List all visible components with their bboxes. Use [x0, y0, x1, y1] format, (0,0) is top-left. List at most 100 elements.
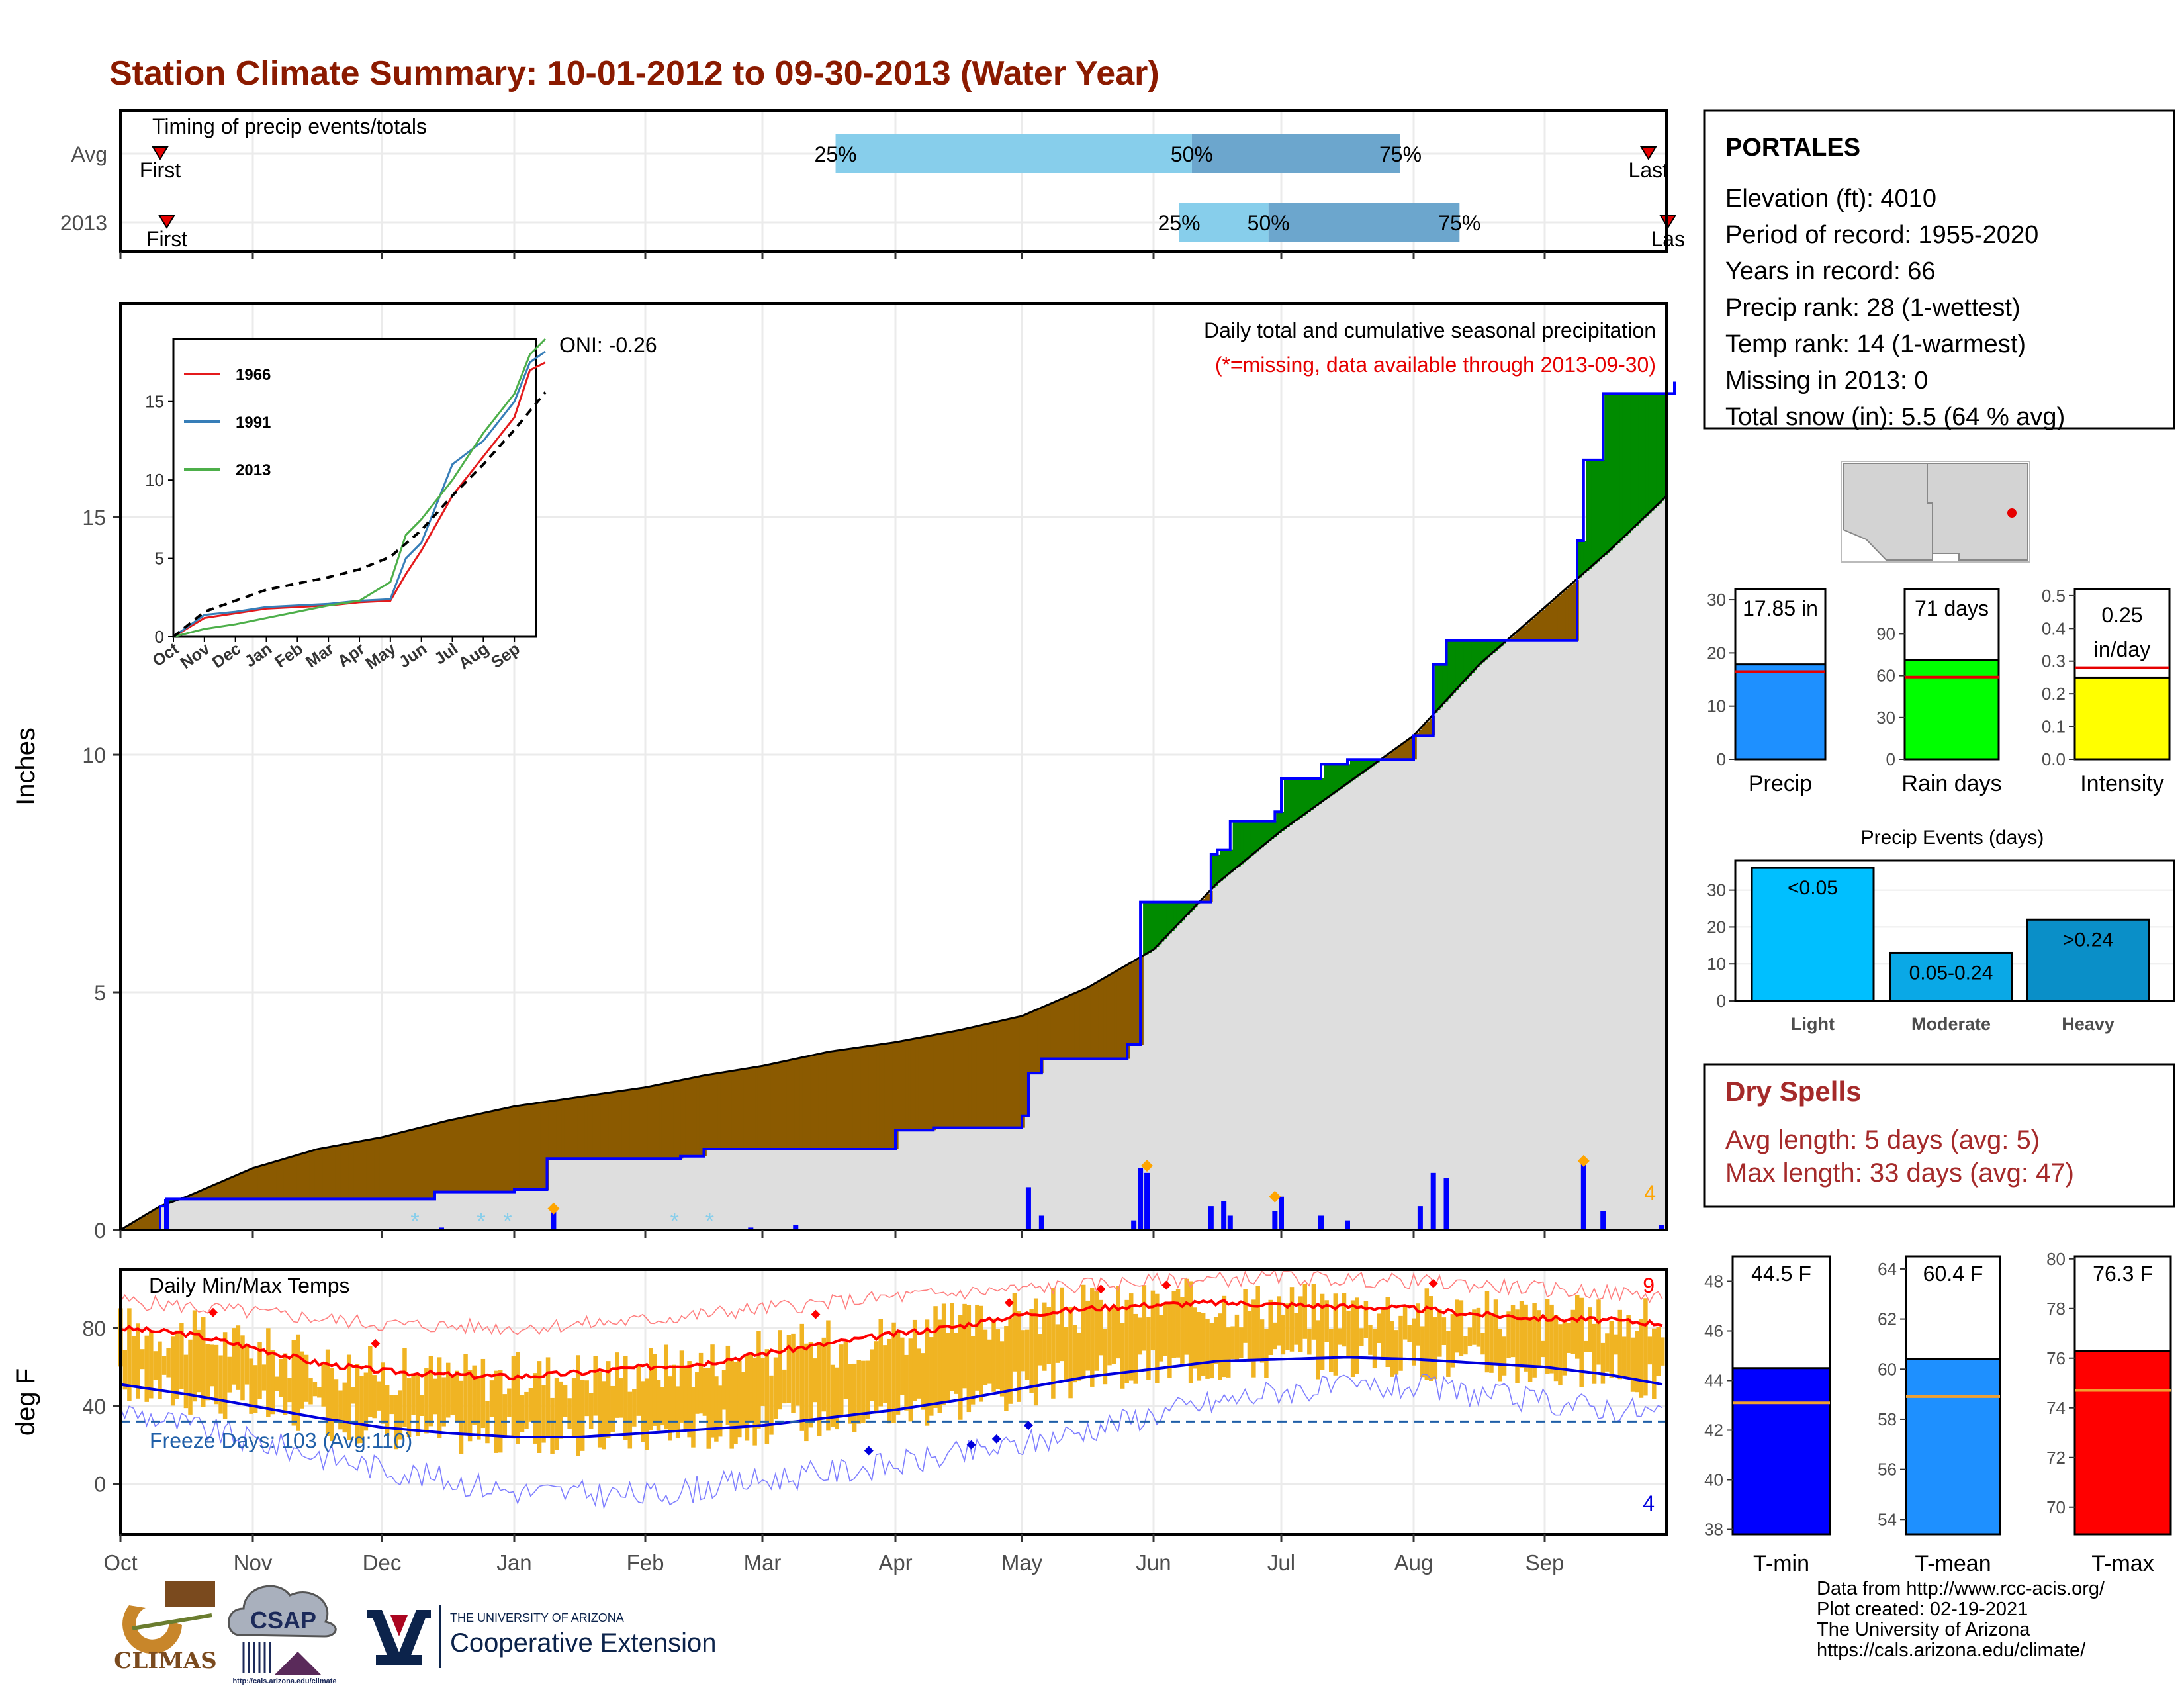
daily-temp-bar — [995, 1329, 1001, 1389]
daily-temp-bar — [183, 1354, 189, 1409]
deficit-fill — [245, 1171, 248, 1199]
daily-temp-bar — [1133, 1313, 1138, 1384]
deficit-fill — [789, 1060, 793, 1149]
daily-temp-bar — [795, 1347, 800, 1406]
temp-ytick-label: 0 — [94, 1473, 106, 1497]
deficit-fill — [377, 1138, 380, 1199]
surplus-fill — [1445, 664, 1449, 702]
summary-tick-label: 0.0 — [2042, 749, 2066, 769]
deficit-fill — [895, 1042, 899, 1149]
daily-temp-bar — [533, 1373, 537, 1444]
daily-temp-bar — [1024, 1329, 1030, 1380]
daily-temp-bar — [249, 1358, 253, 1414]
deficit-fill — [356, 1142, 359, 1199]
deficit-fill — [1098, 981, 1102, 1059]
deficit-fill — [989, 1023, 992, 1128]
precip-panel-border — [119, 302, 1668, 1231]
deficit-fill — [690, 1078, 693, 1156]
daily-temp-bar — [1412, 1318, 1416, 1366]
inset-legend-label: 1991 — [236, 414, 271, 432]
deficit-fill — [361, 1141, 365, 1199]
daily-temp-bar — [567, 1398, 572, 1429]
deficit-fill — [1079, 991, 1083, 1059]
deficit-fill — [1570, 585, 1574, 641]
daily-temp-bar — [1545, 1299, 1550, 1374]
deficit-fill — [948, 1032, 952, 1128]
summary-value-label: 0.25 — [2101, 603, 2142, 627]
events-bar — [2026, 918, 2150, 1002]
deficit-fill — [616, 1091, 620, 1159]
daily-temp-bar — [1239, 1327, 1244, 1358]
deficit-fill — [1001, 1020, 1005, 1128]
summary-value-label: 71 days — [1915, 596, 1989, 620]
surplus-fill — [1442, 664, 1446, 704]
station-info-line: Temp rank: 14 (1-warmest) — [1725, 330, 2026, 358]
daily-temp-bar — [359, 1376, 364, 1444]
deficit-fill — [366, 1140, 370, 1199]
deficit-fill — [567, 1098, 570, 1159]
deficit-fill — [821, 1053, 825, 1149]
deficit-fill — [1009, 1019, 1013, 1128]
deficit-fill — [1032, 1011, 1036, 1074]
deficit-fill — [834, 1051, 838, 1149]
deficit-fill — [260, 1166, 264, 1199]
temp-bar-name: T-mean — [1915, 1551, 1991, 1576]
deficit-fill — [729, 1071, 733, 1149]
deficit-fill — [682, 1080, 686, 1156]
deficit-fill — [309, 1151, 313, 1199]
month-tick-label: Dec — [363, 1550, 402, 1575]
deficit-fill — [128, 1225, 132, 1230]
month-tick-label: Nov — [234, 1550, 273, 1575]
daily-temp-bar — [1090, 1288, 1095, 1387]
timing-bar-q50-q75 — [1268, 203, 1460, 242]
deficit-fill — [1385, 756, 1388, 760]
deficit-fill — [496, 1110, 499, 1192]
daily-temp-bar — [1316, 1320, 1320, 1380]
timing-panel: Avg 25% 50% 75% First Last 2013 25% 50% 75% First L… — [60, 109, 1685, 259]
daily-temp-bar — [1621, 1336, 1627, 1378]
avg-cumulative-area — [120, 496, 1668, 1231]
deficit-fill — [1074, 993, 1078, 1059]
deficit-fill — [807, 1056, 811, 1149]
surplus-fill — [1148, 902, 1152, 953]
deficit-fill — [580, 1096, 583, 1159]
deficit-fill — [147, 1214, 150, 1230]
inset-legend-label: 1966 — [236, 366, 271, 384]
record-low-marker — [966, 1440, 976, 1450]
deficit-fill — [1095, 982, 1099, 1059]
deficit-fill — [921, 1037, 924, 1131]
dry-spells-box: Dry Spells Avg length: 5 days (avg: 5) Max… — [1703, 1063, 2175, 1208]
deficit-fill — [1392, 751, 1396, 760]
daily-temp-bar — [406, 1378, 412, 1438]
deficit-fill — [770, 1064, 774, 1149]
temperature-summary-bars: 38 40 42 44 46 48 44.5 F T-min 54 56 58 60 62 64 60.4 … — [1704, 1249, 2172, 1576]
summary-tick-label: 0 — [1717, 749, 1726, 769]
deficit-fill — [1573, 582, 1576, 641]
deficit-fill — [1513, 634, 1517, 641]
ua-block-a-base — [376, 1655, 422, 1665]
daily-temp-bar — [1498, 1329, 1502, 1382]
daily-temp-bar — [925, 1319, 930, 1426]
deficit-fill — [611, 1092, 615, 1159]
surplus-fill — [1492, 640, 1496, 653]
daily-temp-bar — [1124, 1299, 1129, 1383]
surplus-fill — [1289, 778, 1293, 825]
daily-temp-bar — [1046, 1307, 1052, 1364]
daily-temp-bar — [571, 1378, 576, 1437]
deficit-fill — [519, 1105, 523, 1190]
daily-temp-bar — [1583, 1340, 1588, 1352]
month-tick-label: Oct — [103, 1550, 137, 1575]
surplus-fill — [1614, 393, 1618, 545]
surplus-fill — [1179, 902, 1183, 923]
deficit-fill — [673, 1082, 676, 1159]
station-info-line: Years in record: 66 — [1725, 258, 1936, 285]
extreme-precip-marker — [1269, 1190, 1281, 1203]
last-event-label: Las — [1651, 227, 1685, 251]
deficit-fill — [784, 1061, 787, 1149]
deficit-fill — [1400, 745, 1404, 760]
deficit-fill — [715, 1073, 719, 1149]
daily-temp-bar — [257, 1342, 262, 1399]
temp-bar-tick-label: 64 — [1878, 1259, 1897, 1279]
deficit-fill — [382, 1137, 385, 1199]
daily-temp-bar — [498, 1370, 503, 1453]
